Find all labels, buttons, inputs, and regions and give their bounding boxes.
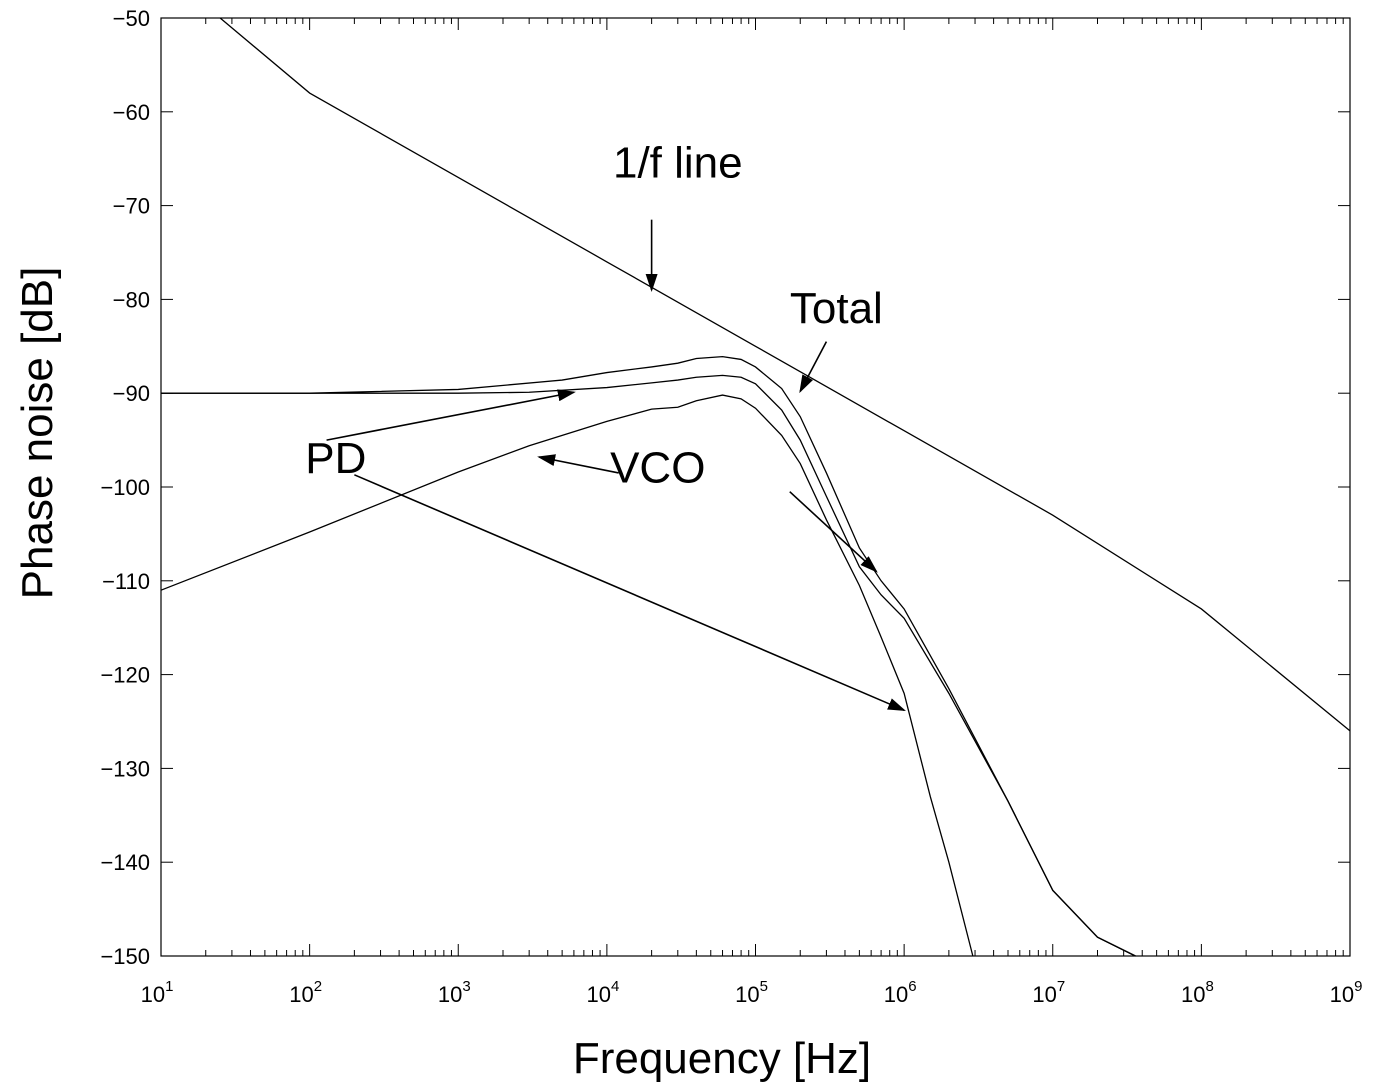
y-tick-label: −90 — [113, 381, 150, 406]
y-tick-label: −140 — [100, 850, 150, 875]
annotation-label: VCO — [610, 443, 705, 492]
x-tick-label: 101 — [141, 978, 174, 1007]
annotation-arrow — [326, 389, 576, 441]
x-axis-label: Frequency [Hz] — [573, 1034, 871, 1083]
annotation-arrow — [799, 341, 828, 394]
x-tick-label: 102 — [289, 978, 322, 1007]
y-tick-labels: −50 −60 −70 −80 −90 −100 −110 −120 −130 −140 −150 — [100, 6, 150, 969]
annotation-label: Total — [790, 284, 883, 333]
x-tick-label: 106 — [884, 978, 917, 1007]
y-tick-label: −120 — [100, 663, 150, 688]
annotation-arrow — [789, 491, 878, 573]
x-tick-label: 104 — [586, 978, 619, 1007]
y-tick-label: −100 — [100, 475, 150, 500]
y-tick-label: −150 — [100, 944, 150, 969]
x-tick-labels: 101 102 103 104 105 106 107 108 109 — [141, 978, 1363, 1007]
y-tick-label: −80 — [113, 287, 150, 312]
annotation-arrow — [354, 474, 906, 712]
annotation-arrow — [537, 454, 619, 474]
series-line-vco — [160, 394, 974, 957]
minor-ticks — [205, 18, 1344, 956]
y-tick-label: −70 — [113, 194, 150, 219]
plot-area — [160, 17, 1351, 957]
y-axis-label: Phase noise [dB] — [13, 267, 62, 600]
x-tick-label: 103 — [438, 978, 471, 1007]
major-ticks — [160, 17, 1351, 957]
y-tick-label: −50 — [113, 6, 150, 31]
x-tick-label: 105 — [735, 978, 768, 1007]
y-tick-label: −60 — [113, 100, 150, 125]
y-tick-label: −130 — [100, 756, 150, 781]
y-tick-label: −110 — [102, 569, 150, 594]
x-tick-label: 108 — [1181, 978, 1214, 1007]
series-line-total — [161, 355, 1136, 957]
series-line-one-over-f — [219, 17, 1351, 732]
x-tick-label: 109 — [1330, 978, 1363, 1007]
x-tick-label: 107 — [1032, 978, 1065, 1007]
annotation-label: 1/f line — [613, 138, 743, 187]
